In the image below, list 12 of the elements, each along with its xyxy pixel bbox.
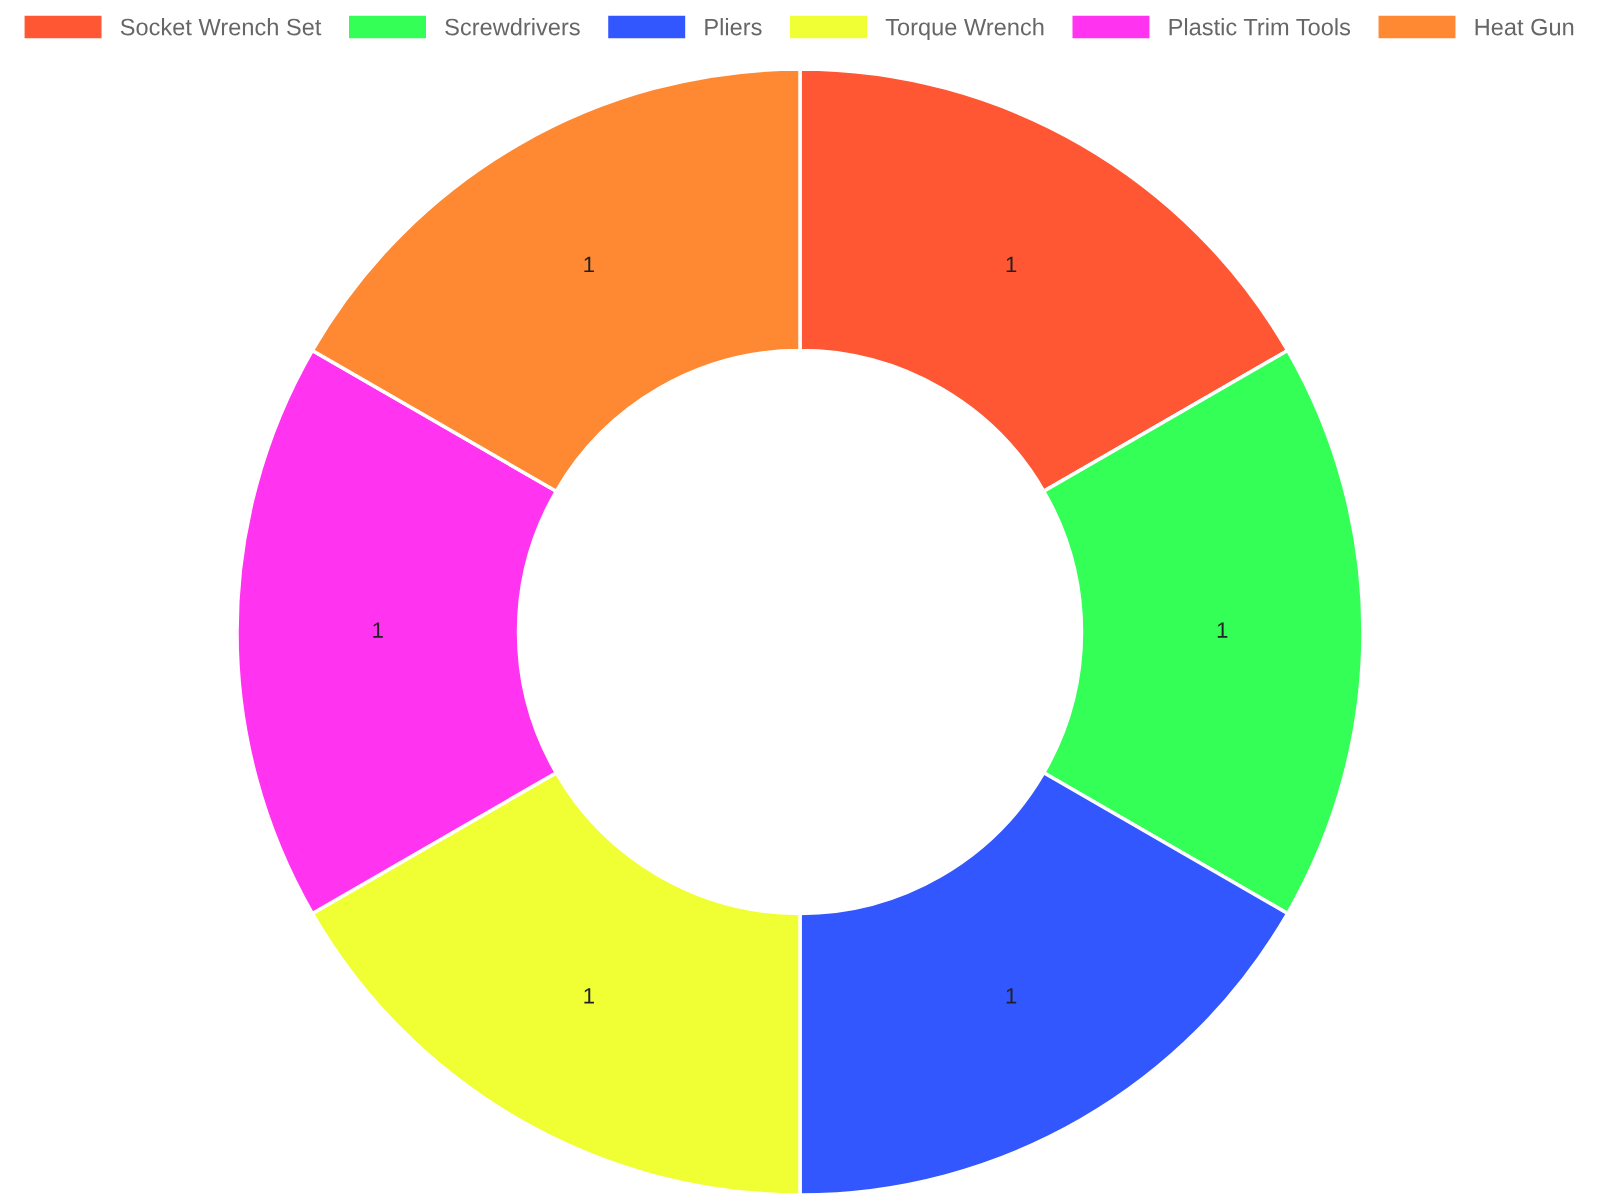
legend-label: Socket Wrench Set [120, 18, 322, 36]
legend-label: Screwdrivers [445, 18, 580, 36]
data-label: 1 [584, 256, 594, 273]
legend-label: Heat Gun [1475, 18, 1574, 36]
data-label: 1 [1006, 988, 1017, 1004]
data-label: 1 [584, 988, 594, 1004]
legend-label: Plastic Trim Tools [1169, 18, 1351, 36]
data-label: 1 [1217, 622, 1228, 638]
data-label: 1 [1006, 256, 1017, 273]
legend-label: Torque Wrench [885, 18, 1044, 41]
data-label: 1 [373, 622, 383, 638]
legend-label: Pliers [705, 18, 762, 36]
